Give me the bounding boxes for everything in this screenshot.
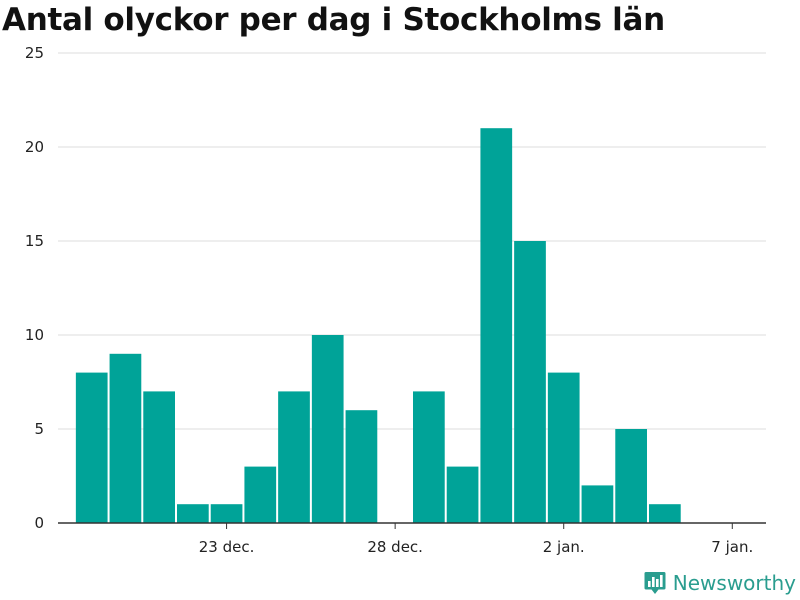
y-tick-label: 25 <box>25 44 44 62</box>
bar-2021-12-20 <box>109 353 142 523</box>
bar-2022-01-03 <box>581 485 614 523</box>
y-tick-label: 20 <box>25 138 44 156</box>
bar-2021-12-25 <box>278 391 310 523</box>
bar-2021-12-29 <box>413 391 445 523</box>
bar-2021-12-21 <box>143 391 175 523</box>
brand-logo: Newsworthy <box>644 571 796 595</box>
bar-2022-01-05 <box>649 504 681 523</box>
bar-2021-12-31 <box>480 128 513 523</box>
y-tick-label: 0 <box>34 514 44 532</box>
bar-2022-01-01 <box>514 241 546 523</box>
bar-2022-01-04 <box>615 429 647 523</box>
bars <box>75 128 681 523</box>
bar-2021-12-22 <box>177 504 209 523</box>
y-axis-ticks: 0 5 10 15 20 25 <box>25 44 44 532</box>
bar-2021-12-19 <box>75 372 108 523</box>
brand-name: Newsworthy <box>672 571 796 595</box>
x-tick-label: 7 jan. <box>711 538 753 556</box>
chart-title: Antal olyckor per dag i Stockholms län <box>2 2 665 38</box>
x-tick-label: 23 dec. <box>199 538 255 556</box>
bar-2021-12-26 <box>311 335 344 523</box>
bar-2021-12-24 <box>244 466 277 523</box>
bar-2021-12-30 <box>446 466 479 523</box>
y-tick-label: 10 <box>25 326 44 344</box>
grid-lines <box>58 52 766 430</box>
bar-2021-12-23 <box>210 504 243 523</box>
x-tick-label: 2 jan. <box>543 538 585 556</box>
y-tick-label: 15 <box>25 232 44 250</box>
bar-2021-12-27 <box>345 410 378 523</box>
bar-2022-01-02 <box>547 372 580 523</box>
y-tick-label: 5 <box>34 420 44 438</box>
x-tick-label: 28 dec. <box>367 538 423 556</box>
bar-chart-pin-icon <box>644 572 666 594</box>
x-axis-ticks: 23 dec. 28 dec. 2 jan. 7 jan. <box>199 523 753 556</box>
